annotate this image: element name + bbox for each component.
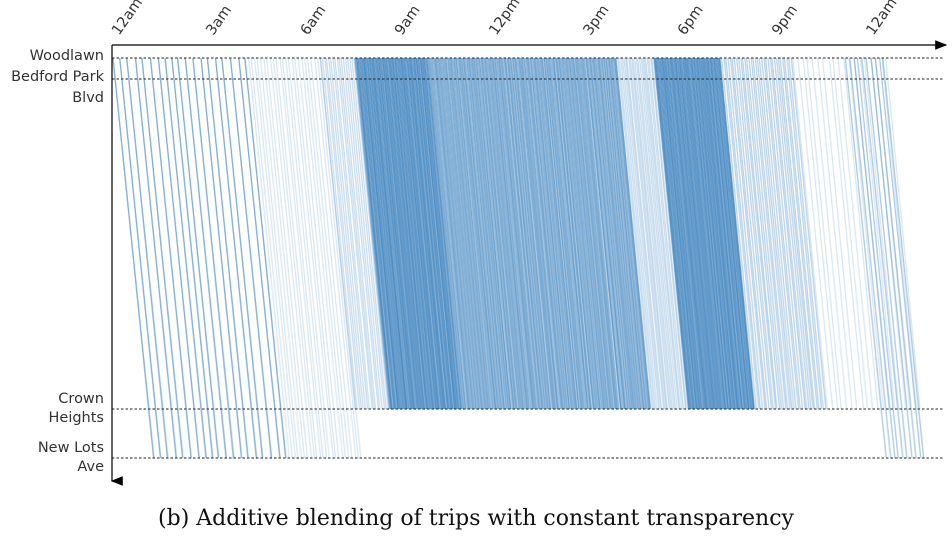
trip-line (261, 58, 302, 458)
trip-line (120, 58, 161, 458)
trip-line (849, 58, 884, 409)
station-label: Crown (58, 391, 104, 407)
trip-lines (113, 58, 924, 458)
figure-caption: (b) Additive blending of trips with cons… (0, 506, 952, 531)
trip-line (886, 58, 920, 409)
station-label: Woodlawn (30, 48, 104, 64)
trip-line (178, 58, 219, 458)
station-label: Bedford Park (11, 69, 105, 85)
station-label: New Lots (38, 440, 104, 456)
station-label: Blvd (72, 90, 104, 106)
x-tick-label: 3pm (581, 2, 613, 38)
x-tick-label: 12am (109, 0, 146, 38)
x-tick-label: 6am (298, 3, 330, 39)
x-tick-label: 3am (203, 3, 235, 39)
x-tick-label: 9pm (769, 2, 801, 38)
station-label: Ave (77, 459, 104, 475)
x-tick-label: 6pm (675, 2, 707, 38)
x-tick-label: 12am (864, 0, 901, 38)
x-tick-label: 12pm (486, 0, 523, 38)
trip-line (833, 58, 867, 409)
x-tick-label: 9am (392, 3, 424, 39)
trip-line (239, 58, 280, 458)
station-labels: Woodlawn Bedford Park Blvd Crown Heights New … (11, 48, 105, 475)
x-tick-labels: 12am 3am 6am 9am 12pm 3pm 6pm 9pm 12am (109, 0, 900, 38)
trip-line (249, 58, 289, 458)
station-label: Heights (49, 410, 105, 426)
trip-line (255, 58, 296, 458)
